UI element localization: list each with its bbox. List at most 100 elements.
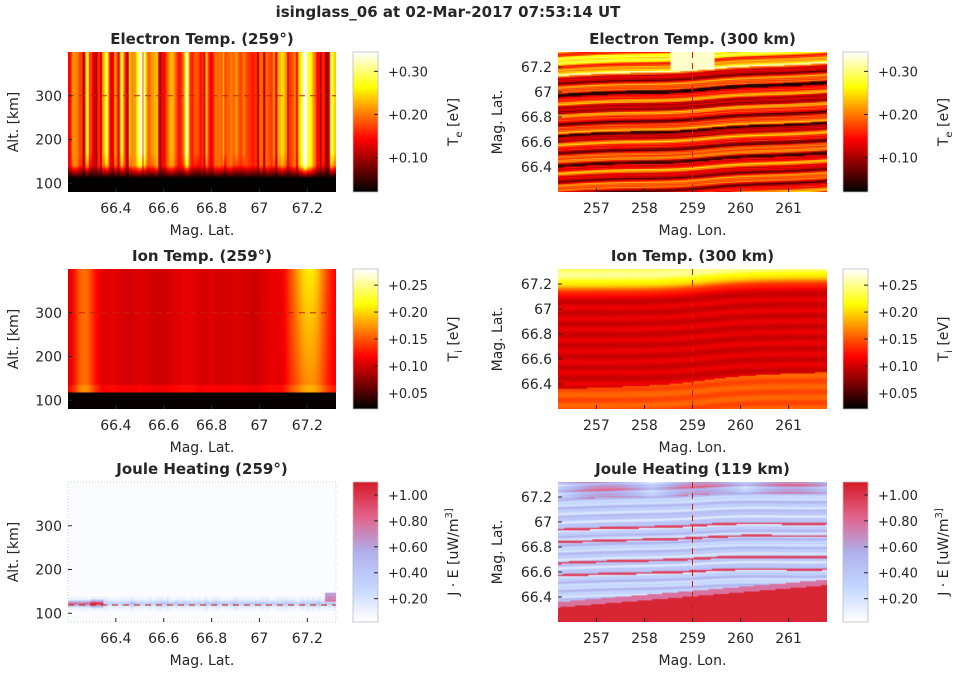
colorbar-tick-label: +0.30 [878, 65, 918, 80]
x-tick-label: 66.8 [196, 201, 227, 217]
y-axis-label: Alt. [km] [6, 309, 22, 370]
colorbar-tick-label: +0.80 [388, 515, 428, 530]
colorbar-tick-label: +0.60 [388, 541, 428, 556]
panel-title: Joule Heating (259°) [115, 460, 287, 478]
colorbar-tick-label: +0.10 [878, 360, 918, 375]
x-tick-label: 67.2 [292, 201, 323, 217]
colorbar-tick-label: +0.05 [878, 387, 918, 402]
x-tick-label: 260 [727, 201, 754, 217]
x-axis-label: Mag. Lon. [659, 653, 727, 669]
figure-title: isinglass_06 at 02-Mar-2017 07:53:14 UT [276, 3, 622, 21]
colorbar-tick-label: +0.20 [388, 593, 428, 608]
colorbar-label: Ti [eV] [446, 317, 465, 363]
x-tick-label: 67.2 [292, 631, 323, 647]
colorbar-tick-label: +0.05 [388, 387, 428, 402]
colorbar-tick-label: +0.15 [388, 333, 428, 348]
y-tick-label: 200 [35, 350, 62, 366]
y-tick-label: 100 [35, 176, 62, 192]
x-axis-label: Mag. Lon. [659, 223, 727, 239]
x-tick-label: 259 [679, 631, 706, 647]
y-tick-label: 300 [35, 306, 62, 322]
x-tick-label: 66.4 [100, 631, 131, 647]
colorbar-frame [352, 51, 379, 193]
x-tick-label: 66.4 [100, 418, 131, 434]
x-tick-label: 261 [775, 418, 802, 434]
heatmap-image [68, 482, 336, 622]
colorbar-frame [842, 481, 869, 623]
colorbar-tick-label: +0.20 [388, 108, 428, 123]
panel-6: Joule Heating (119 km) 257 258 259 260 261 66.… [490, 460, 952, 669]
colorbar-tick-label: +1.00 [878, 489, 918, 504]
y-tick-label: 66.8 [521, 540, 552, 556]
colorbar-tick-label: +0.10 [388, 360, 428, 375]
x-tick-label: 260 [727, 631, 754, 647]
x-tick-label: 66.8 [196, 631, 227, 647]
panel-title: Electron Temp. (300 km) [589, 30, 796, 48]
colorbar [843, 269, 868, 409]
colorbar [353, 52, 378, 192]
y-tick-label: 100 [35, 606, 62, 622]
x-axis-label: Mag. Lat. [170, 653, 235, 669]
x-axis-label: Mag. Lat. [170, 440, 235, 456]
panel-1: Electron Temp. (259°) 66.4 66.6 66.8 67 67.2 1… [6, 30, 465, 239]
y-tick-label: 67.2 [521, 60, 552, 76]
x-tick-label: 66.6 [148, 631, 179, 647]
y-tick-label: 67.2 [521, 490, 552, 506]
y-tick-label: 66.6 [521, 565, 552, 581]
y-axis-label: Mag. Lat. [490, 307, 506, 372]
colorbar [353, 269, 378, 409]
x-tick-label: 259 [679, 201, 706, 217]
colorbar-tick-label: +0.10 [388, 152, 428, 167]
heatmap-image [68, 52, 336, 192]
colorbar-tick-label: +0.60 [878, 541, 918, 556]
panel-2: Electron Temp. (300 km) 257 258 259 260 261 66… [490, 30, 955, 239]
y-axis-label: Alt. [km] [6, 522, 22, 583]
y-tick-label: 300 [35, 89, 62, 105]
y-tick-label: 66.6 [521, 135, 552, 151]
colorbar-tick-label: +0.30 [388, 65, 428, 80]
colorbar [843, 52, 868, 192]
colorbar-tick-label: +0.20 [388, 306, 428, 321]
colorbar-tick-label: +0.15 [878, 333, 918, 348]
y-tick-label: 300 [35, 519, 62, 535]
x-tick-label: 67.2 [292, 418, 323, 434]
x-axis-label: Mag. Lat. [170, 223, 235, 239]
x-tick-label: 257 [583, 631, 610, 647]
y-tick-label: 66.4 [521, 590, 552, 606]
panel-title: Electron Temp. (259°) [110, 30, 293, 48]
x-tick-label: 67 [251, 418, 269, 434]
colorbar-tick-label: +0.25 [878, 279, 918, 294]
y-tick-label: 66.4 [521, 160, 552, 176]
y-axis-label: Mag. Lat. [490, 90, 506, 155]
x-tick-label: 67 [251, 201, 269, 217]
x-tick-label: 66.8 [196, 418, 227, 434]
colorbar-tick-label: +0.25 [388, 279, 428, 294]
y-tick-label: 66.4 [521, 377, 552, 393]
x-tick-label: 261 [775, 631, 802, 647]
colorbar-tick-label: +1.00 [388, 489, 428, 504]
colorbar-tick-label: +0.80 [878, 515, 918, 530]
panel-3: Ion Temp. (259°) 66.4 66.6 66.8 67 67.2 100 200… [6, 247, 465, 456]
panel-title: Joule Heating (119 km) [594, 460, 790, 478]
x-tick-label: 259 [679, 418, 706, 434]
y-tick-label: 67 [534, 85, 552, 101]
x-tick-label: 257 [583, 418, 610, 434]
panel-5: Joule Heating (259°) 66.4 66.6 66.8 67 67.2 10… [6, 460, 462, 669]
x-tick-label: 258 [631, 201, 658, 217]
panel-title: Ion Temp. (259°) [132, 247, 272, 265]
x-tick-label: 258 [631, 418, 658, 434]
x-tick-label: 261 [775, 201, 802, 217]
x-tick-label: 66.6 [148, 418, 179, 434]
y-tick-label: 67 [534, 515, 552, 531]
colorbar-tick-label: +0.40 [388, 567, 428, 582]
colorbar-tick-label: +0.10 [878, 152, 918, 167]
colorbar-label: J · E [uW/m3] [444, 508, 462, 597]
y-axis-label: Mag. Lat. [490, 520, 506, 585]
x-tick-label: 67 [251, 631, 269, 647]
colorbar-frame [352, 481, 379, 623]
x-tick-label: 66.4 [100, 201, 131, 217]
colorbar-tick-label: +0.20 [878, 108, 918, 123]
y-tick-label: 200 [35, 133, 62, 149]
y-tick-label: 66.8 [521, 110, 552, 126]
